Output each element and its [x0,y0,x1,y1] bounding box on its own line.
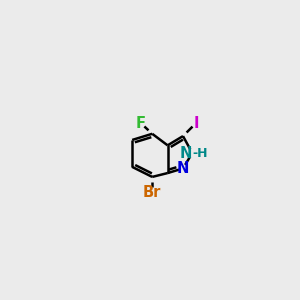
Text: I: I [194,116,199,130]
Text: N: N [180,146,192,160]
Text: Br: Br [143,185,161,200]
Text: F: F [136,116,146,130]
Text: N: N [177,161,189,176]
Text: -H: -H [192,146,208,160]
